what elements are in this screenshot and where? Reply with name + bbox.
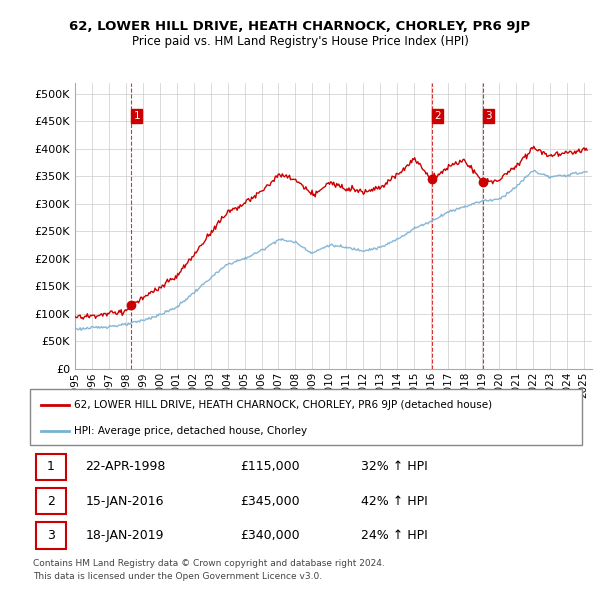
Text: 62, LOWER HILL DRIVE, HEATH CHARNOCK, CHORLEY, PR6 9JP (detached house): 62, LOWER HILL DRIVE, HEATH CHARNOCK, CH… (74, 400, 492, 410)
Text: This data is licensed under the Open Government Licence v3.0.: This data is licensed under the Open Gov… (33, 572, 322, 581)
Text: HPI: Average price, detached house, Chorley: HPI: Average price, detached house, Chor… (74, 427, 307, 437)
Text: 42% ↑ HPI: 42% ↑ HPI (361, 494, 428, 507)
Text: 2: 2 (434, 110, 441, 120)
Text: 22-APR-1998: 22-APR-1998 (85, 460, 166, 474)
Text: 3: 3 (485, 110, 492, 120)
Text: 3: 3 (47, 529, 55, 542)
Text: £345,000: £345,000 (240, 494, 299, 507)
Text: 15-JAN-2016: 15-JAN-2016 (85, 494, 164, 507)
Text: 32% ↑ HPI: 32% ↑ HPI (361, 460, 428, 474)
Text: Contains HM Land Registry data © Crown copyright and database right 2024.: Contains HM Land Registry data © Crown c… (33, 559, 385, 568)
Bar (35, 454, 66, 480)
Text: 62, LOWER HILL DRIVE, HEATH CHARNOCK, CHORLEY, PR6 9JP: 62, LOWER HILL DRIVE, HEATH CHARNOCK, CH… (70, 20, 530, 33)
Text: 24% ↑ HPI: 24% ↑ HPI (361, 529, 428, 542)
Bar (35, 522, 66, 549)
Text: 1: 1 (134, 110, 140, 120)
Text: 2: 2 (47, 494, 55, 507)
Text: £340,000: £340,000 (240, 529, 299, 542)
Text: 18-JAN-2019: 18-JAN-2019 (85, 529, 164, 542)
Text: Price paid vs. HM Land Registry's House Price Index (HPI): Price paid vs. HM Land Registry's House … (131, 35, 469, 48)
Bar (35, 487, 66, 514)
Text: £115,000: £115,000 (240, 460, 299, 474)
Text: 1: 1 (47, 460, 55, 474)
